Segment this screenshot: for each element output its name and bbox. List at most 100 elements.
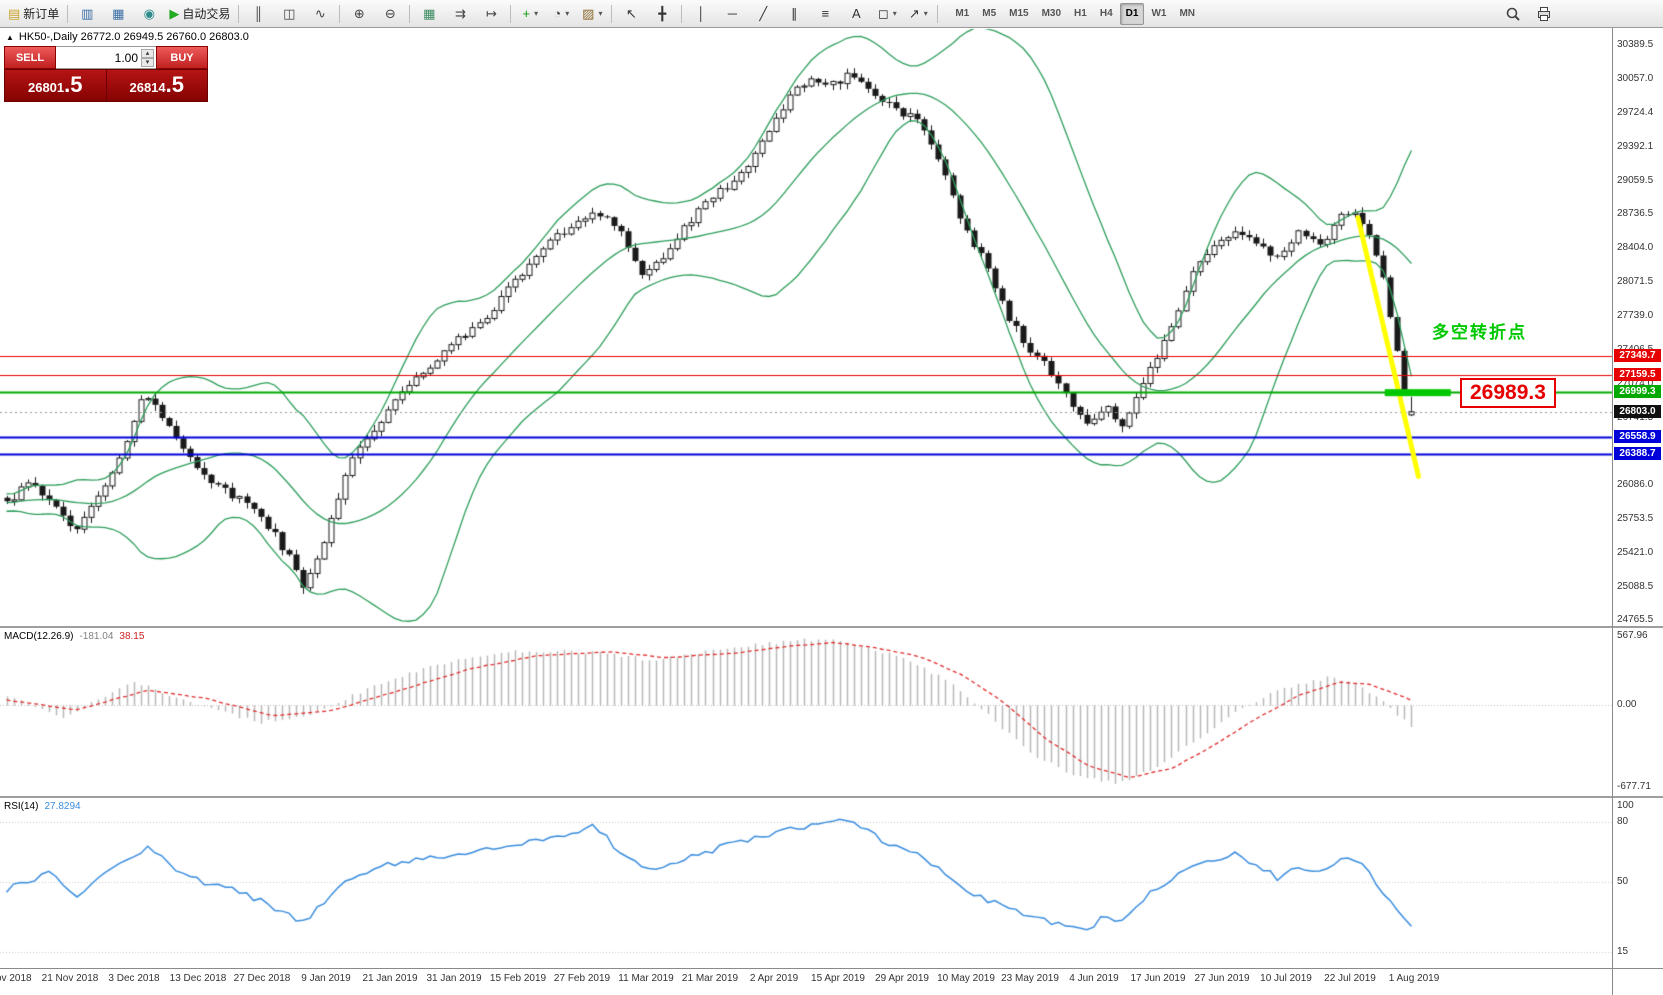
search-icon [1506,7,1520,21]
toolbar-separator [409,4,411,23]
alerts-button[interactable]: ◉ [134,2,164,26]
collapse-arrow-icon[interactable]: ▲ [6,32,14,42]
print-button[interactable] [1529,2,1559,26]
text-icon: A [851,6,861,21]
price-axis-label: 28736.5 [1617,208,1654,220]
date-label: 27 Feb 2019 [553,973,611,984]
buy-price[interactable]: 26814.5 [107,70,208,101]
crosshair-button[interactable]: ╋ [647,2,677,26]
toolbar: ▤ 新订单 ▥ ▦ ◉ ▶ 自动交易 ║ ◫ ∿ ⊕ ⊖ ▦ ⇉ ↦ + ▾ ◔ ▾ ▨ ▾ ↖ ╋ │ ─ ╱ ∥ ≡ A ◻ ▾ ↗ ▾ M… [0,0,1663,28]
timeframe-m5-button[interactable]: M5 [982,8,997,19]
shapes-button[interactable]: ◻ ▾ [872,2,902,26]
price-axis-label: 28071.5 [1617,276,1654,287]
horizontal-line-icon: ─ [727,6,737,21]
date-label: 22 Jul 2019 [1324,973,1376,984]
printer-icon [1538,6,1550,21]
sell-button[interactable]: SELL [4,46,56,69]
date-label: 11 Mar 2019 [618,973,674,984]
timeframe-m30-button[interactable]: M30 [1041,8,1062,19]
price-axis-label: 24765.5 [1617,614,1654,626]
chart-shift-button[interactable]: ↦ [476,2,506,26]
date-label: 10 Jul 2019 [1260,973,1312,984]
tile-windows-icon: ▦ [423,6,436,21]
profiles-button[interactable]: ▦ [103,2,133,26]
rsi-axis-label: 50 [1617,876,1629,887]
chart-line-button[interactable]: ∿ [305,2,335,26]
date-label: 13 Dec 2018 [169,973,227,984]
timeframe-mn-button[interactable]: MN [1179,8,1195,19]
price-tag: 26388.7 [1614,447,1661,461]
date-label: 21 Nov 2018 [41,973,99,984]
chart-info-text: HK50-,Daily 26772.0 26949.5 26760.0 2680… [18,31,249,43]
indicators-icon: + [522,6,531,21]
timeframe-m15-button[interactable]: M15 [1009,8,1029,19]
periods-button[interactable]: ◔ ▾ [546,2,576,26]
vertical-line-icon: │ [697,6,706,21]
volume-down-button[interactable]: ▾ [141,57,154,67]
profiles-icon: ▦ [112,6,125,21]
volume-input[interactable]: 1.00 ▴ ▾ [56,46,156,69]
periods-icon: ◔ [553,6,562,21]
zoom-out-button[interactable]: ⊖ [375,2,405,26]
turning-point-annotation[interactable]: 多空转折点 [1432,323,1527,342]
fibonacci-icon: ≡ [821,6,830,21]
macd-main-value: -181.04 [79,631,114,642]
fibonacci-button[interactable]: ≡ [810,2,840,26]
new-order-button-label: 新订单 [23,7,60,21]
date-label: 29 Apr 2019 [875,973,929,984]
trendline-icon: ╱ [759,6,768,21]
date-label: 10 May 2019 [937,973,995,984]
buy-button[interactable]: BUY [156,46,208,69]
timeframe-w1-button[interactable]: W1 [1151,8,1167,19]
panel-divider[interactable] [0,796,1663,798]
caret-down-icon: ▾ [598,9,603,18]
channel-button[interactable]: ∥ [779,2,809,26]
arrows-button[interactable]: ↗ ▾ [903,2,933,26]
sell-price[interactable]: 26801.5 [5,70,107,101]
date-label: 4 Jun 2019 [1069,973,1119,984]
chart-candles-button[interactable]: ◫ [274,2,304,26]
timeframe-d1-button[interactable]: D1 [1119,2,1145,25]
price-axis-label: 29059.5 [1617,174,1654,186]
bid-ask-prices: 26801.5 26814.5 [4,69,208,102]
new-order-button[interactable]: ▤ 新订单 [4,2,63,26]
templates-button[interactable]: ▨ ▾ [577,2,607,26]
search-button[interactable] [1498,2,1528,26]
horizontal-line-button[interactable]: ─ [717,2,747,26]
time-axis[interactable]: 9 Nov 2018 21 Nov 2018 3 Dec 2018 13 Dec 20… [0,969,1612,995]
vertical-line-button[interactable]: │ [686,2,716,26]
toolbar-separator [611,4,613,23]
toolbar-separator [67,4,69,23]
cursor-button[interactable]: ↖ [616,2,646,26]
macd-signal-value: 38.15 [119,631,145,642]
auto-scroll-button[interactable]: ⇉ [445,2,475,26]
macd-axis-label: 567.96 [1617,630,1648,642]
autotrading-button[interactable]: ▶ 自动交易 [165,2,234,26]
chart-bars-icon: ║ [253,6,263,21]
trendline-button[interactable]: ╱ [748,2,778,26]
macd-label: MACD(12.26.9) -181.04 38.15 [4,631,144,642]
timeframe-h4-button[interactable]: H4 [1099,8,1113,19]
auto-scroll-icon: ⇉ [454,6,466,21]
price-axis[interactable]: 30389.5 30057.0 29724.4 29392.1 29059.5 28736… [1613,0,1663,995]
zoom-in-button[interactable]: ⊕ [344,2,374,26]
zoom-out-icon: ⊖ [384,6,396,21]
date-label: 21 Mar 2019 [681,973,739,984]
price-callout-label[interactable]: 26989.3 [1460,378,1556,408]
caret-down-icon: ▾ [565,9,570,18]
text-button[interactable]: A [841,2,871,26]
volume-up-button[interactable]: ▴ [141,48,154,58]
price-axis-label: 25088.5 [1617,581,1654,593]
tile-windows-button[interactable]: ▦ [414,2,444,26]
chart-bars-button[interactable]: ║ [243,2,273,26]
timeframe-h1-button[interactable]: H1 [1074,8,1087,19]
panel-divider[interactable] [0,626,1663,628]
timeframe-m1-button[interactable]: M1 [955,8,970,19]
date-label: 1 Aug 2019 [1388,973,1440,984]
price-axis-label: 25753.5 [1617,513,1654,525]
indicators-button[interactable]: + ▾ [515,2,545,26]
market-watch-button[interactable]: ▥ [72,2,102,26]
toolbar-buttons: ▤ 新订单 ▥ ▦ ◉ ▶ 自动交易 ║ ◫ ∿ ⊕ ⊖ ▦ ⇉ ↦ + ▾ ◔ ▾ ▨ ▾ ↖ ╋ │ ─ ╱ ∥ ≡ A ◻ ▾ ↗ ▾ [4,2,941,26]
date-label: 2 Apr 2019 [749,973,799,984]
